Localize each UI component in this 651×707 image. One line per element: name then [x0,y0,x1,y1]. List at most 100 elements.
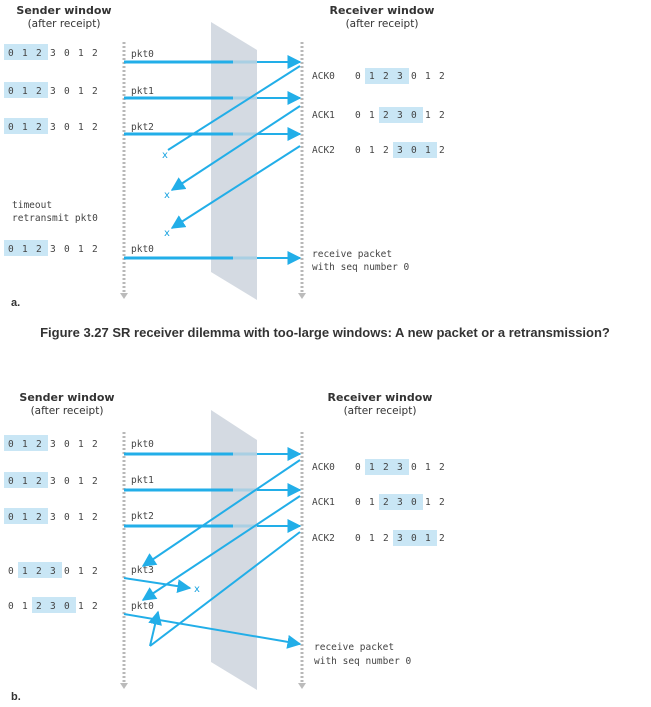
window-digit: 2 [439,533,445,544]
sender-window: 0 1 2 3 0 1 2 [4,82,98,98]
window-digit: 0 [411,462,417,473]
window-digit: 0 [64,439,70,450]
receive-note: receive packet [312,249,392,260]
sender-timeline-arrowhead [120,293,128,299]
ack-arrow [170,105,301,191]
sender-window: 0 1 2 3 0 1 2 [4,44,98,60]
window-digit: 0 [64,476,70,487]
window-digit: 2 [36,244,42,255]
window-digit: 1 [369,145,375,156]
window-digit: 0 [8,439,14,450]
lost-marker: x [164,228,170,239]
sender-window: 0 1 2 3 0 1 2 [4,240,98,256]
ack-arrow-bend [148,610,162,647]
packet-label: pkt2 [131,122,154,133]
ack-label: ACK1 [312,497,335,508]
window-digit: 3 [397,110,403,121]
packet-label: pkt0 [131,439,154,450]
window-digit: 1 [78,48,84,59]
panel-b: Sender window (after receipt) Receiver w… [4,391,445,703]
sender-header-title: Sender window [16,4,111,17]
window-digit: 2 [36,601,42,612]
ack-arrow [141,459,301,567]
window-digit: 0 [8,86,14,97]
receiver-header-subtitle: (after receipt) [344,405,417,417]
window-digit: 0 [355,145,361,156]
sender-window: 0 1 2 3 0 1 2 [8,597,98,613]
window-digit: 0 [355,533,361,544]
window-digit: 3 [50,566,56,577]
sender-window: 0 1 2 3 0 1 2 [4,118,98,134]
window-digit: 1 [425,145,431,156]
receiver-window: 0 1 2 3 0 1 2 [355,494,445,510]
window-digit: 2 [92,601,98,612]
window-digit: 1 [78,476,84,487]
ack-arrow [141,495,301,601]
window-digit: 3 [50,244,56,255]
window-digit: 0 [64,601,70,612]
window-digit: 3 [50,48,56,59]
window-digit: 3 [397,533,403,544]
panel-label: b. [11,691,21,703]
window-digit: 1 [369,533,375,544]
window-digit: 0 [411,533,417,544]
window-digit: 2 [383,71,389,82]
window-digit: 2 [439,462,445,473]
window-digit: 1 [78,512,84,523]
sender-header-title: Sender window [19,391,114,404]
ack-label: ACK0 [312,71,335,82]
window-digit: 1 [78,566,84,577]
sender-window: 0 1 2 3 0 1 2 [4,472,98,488]
packet-label: pkt0 [131,601,154,612]
ack-arrow [149,531,301,647]
window-digit: 2 [383,533,389,544]
window-digit: 0 [64,244,70,255]
window-digit: 2 [439,110,445,121]
lost-marker: x [162,150,168,161]
window-digit: 2 [439,145,445,156]
window-digit: 0 [8,48,14,59]
receiver-window: 0 1 2 3 0 1 2 [355,530,445,546]
window-digit: 2 [36,122,42,133]
packet-label: pkt0 [131,49,154,60]
window-digit: 1 [425,533,431,544]
window-digit: 0 [8,122,14,133]
window-digit: 0 [64,512,70,523]
window-digit: 1 [78,122,84,133]
window-digit: 2 [36,476,42,487]
window-digit: 1 [22,86,28,97]
packet-arrow [123,577,192,594]
window-digit: 1 [22,122,28,133]
window-digit: 0 [8,512,14,523]
window-digit: 2 [36,48,42,59]
sender-header-subtitle: (after receipt) [31,405,104,417]
window-digit: 0 [355,110,361,121]
window-digit: 1 [425,462,431,473]
receive-note: receive packet [314,642,394,653]
window-digit: 2 [92,476,98,487]
receive-note: with seq number 0 [312,262,410,273]
window-digit: 3 [50,601,56,612]
window-digit: 1 [78,601,84,612]
window-digit: 0 [411,110,417,121]
ack-arrow [170,145,301,229]
lost-marker: x [194,584,200,595]
panel-label: a. [11,297,20,309]
window-digit: 0 [8,476,14,487]
window-digit: 3 [397,462,403,473]
ack-label: ACK0 [312,462,335,473]
window-digit: 0 [355,71,361,82]
sender-timeline-arrowhead [120,683,128,689]
ack-arrow [167,65,301,151]
receiver-timeline-arrowhead [298,293,306,299]
packet-label: pkt2 [131,511,154,522]
sender-window: 0 1 2 3 0 1 2 [4,508,98,524]
window-digit: 0 [8,601,14,612]
window-digit: 1 [369,110,375,121]
window-digit: 0 [411,497,417,508]
window-digit: 3 [50,439,56,450]
window-digit: 2 [92,48,98,59]
window-digit: 0 [411,145,417,156]
window-digit: 2 [36,512,42,523]
